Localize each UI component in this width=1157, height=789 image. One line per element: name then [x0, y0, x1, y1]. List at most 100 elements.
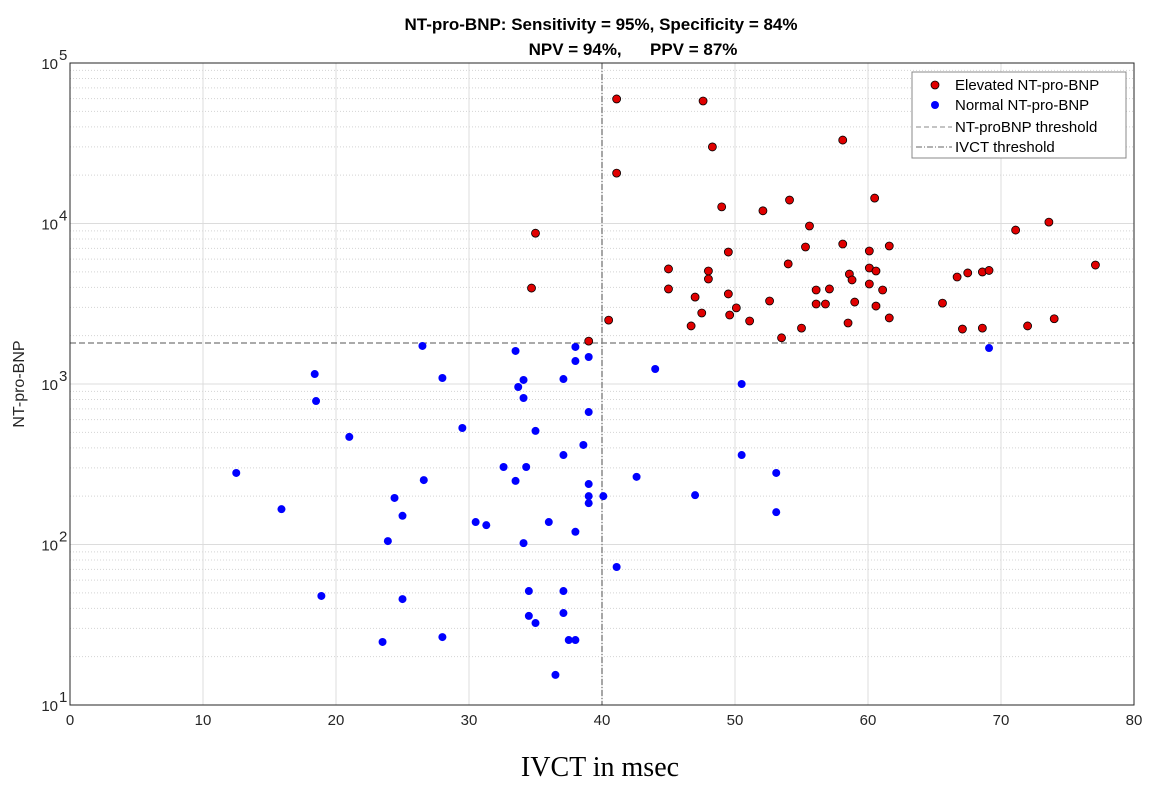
elevated-point — [871, 266, 881, 276]
normal-point — [511, 476, 520, 485]
elevated-point — [745, 316, 755, 326]
elevated-point — [527, 283, 536, 293]
normal-point — [383, 537, 392, 546]
normal-point — [559, 375, 568, 384]
elevated-point — [777, 333, 786, 343]
normal-point — [772, 508, 781, 517]
normal-point — [345, 432, 354, 441]
elevated-point — [864, 246, 874, 256]
normal-point — [571, 357, 580, 366]
x-tick-label: 80 — [1126, 712, 1143, 729]
y-tick-exponent: 4 — [59, 208, 67, 225]
legend-label-elevated: Elevated NT-pro-BNP — [955, 77, 1099, 94]
normal-point — [519, 539, 528, 548]
normal-point — [232, 468, 241, 477]
normal-point — [632, 472, 641, 481]
y-tick-label: 10 — [41, 217, 58, 234]
normal-point — [524, 611, 533, 620]
elevated-point — [717, 202, 727, 212]
elevated-point — [938, 298, 947, 308]
y-tick-label: 10 — [41, 56, 58, 73]
elevated-point — [765, 296, 774, 306]
normal-point — [438, 633, 447, 642]
x-axis-label: IVCT in msec — [521, 752, 679, 783]
normal-point — [737, 380, 746, 388]
legend-label-ivct-threshold: IVCT threshold — [955, 139, 1055, 156]
legend-marker-elevated — [930, 80, 940, 90]
elevated-point — [785, 195, 794, 205]
x-tick-label: 10 — [195, 712, 212, 729]
elevated-point — [698, 96, 708, 106]
elevated-point — [1049, 314, 1059, 324]
normal-point — [317, 591, 326, 600]
x-tick-label: 40 — [594, 712, 611, 729]
elevated-point — [843, 318, 853, 328]
normal-point — [418, 341, 427, 350]
x-tick-label: 30 — [461, 712, 478, 729]
elevated-point — [847, 275, 857, 285]
normal-point — [419, 476, 428, 485]
chart-title-line1: NT-pro-BNP: Sensitivity = 95%, Specifici… — [404, 15, 797, 34]
elevated-point — [1011, 225, 1021, 235]
elevated-point — [870, 193, 880, 203]
normal-point — [471, 518, 480, 527]
normal-point — [514, 382, 523, 391]
normal-point — [519, 375, 528, 384]
normal-point — [691, 491, 700, 500]
chart-title-line2: NPV = 94%, PPV = 87% — [529, 40, 738, 59]
elevated-point — [797, 323, 806, 333]
normal-point — [531, 426, 540, 435]
elevated-point — [723, 289, 733, 299]
y-tick-exponent: 5 — [59, 47, 67, 64]
elevated-point — [531, 228, 540, 238]
x-tick-labels: 0 10 20 30 40 50 60 70 80 — [66, 712, 1143, 729]
y-tick-exponent: 3 — [59, 368, 67, 385]
normal-point — [584, 353, 593, 362]
elevated-point — [952, 272, 962, 282]
elevated-point — [1091, 260, 1100, 270]
normal-point — [438, 373, 447, 382]
y-tick-exponent: 1 — [59, 689, 67, 706]
normal-point — [519, 394, 528, 403]
normal-point — [531, 619, 540, 628]
elevated-point — [686, 321, 696, 331]
normal-point — [458, 423, 467, 432]
elevated-point — [697, 308, 707, 318]
normal-point — [482, 521, 491, 530]
normal-point — [499, 462, 508, 471]
x-tick-label: 50 — [727, 712, 744, 729]
elevated-point — [664, 264, 673, 274]
elevated-point — [704, 266, 713, 276]
normal-point — [599, 492, 608, 501]
x-tick-label: 0 — [66, 712, 74, 729]
x-tick-label: 70 — [993, 712, 1010, 729]
normal-point — [651, 365, 660, 374]
x-tick-label: 20 — [328, 712, 345, 729]
elevated-point — [838, 135, 848, 145]
normal-point — [398, 511, 407, 520]
y-axis-label: NT-pro-BNP — [11, 340, 28, 427]
elevated-point — [805, 221, 814, 231]
elevated-point — [977, 323, 987, 333]
elevated-point — [707, 142, 717, 152]
normal-point — [559, 451, 568, 460]
normal-point — [737, 451, 746, 460]
elevated-point — [963, 268, 973, 278]
elevated-point — [731, 303, 741, 313]
elevated-point — [612, 168, 622, 178]
elevated-point — [801, 242, 810, 252]
legend-label-ntprobnp-threshold: NT-proBNP threshold — [955, 119, 1097, 136]
normal-point — [584, 499, 593, 508]
normal-point — [544, 518, 553, 527]
elevated-point — [864, 279, 874, 289]
normal-point — [584, 408, 593, 417]
normal-point — [511, 346, 520, 355]
normal-point — [612, 563, 621, 572]
elevated-point — [1023, 321, 1032, 331]
normal-point — [378, 637, 387, 646]
legend-label-normal: Normal NT-pro-BNP — [955, 97, 1089, 114]
elevated-point — [664, 284, 673, 294]
normal-point — [559, 609, 568, 618]
elevated-point — [612, 94, 622, 104]
